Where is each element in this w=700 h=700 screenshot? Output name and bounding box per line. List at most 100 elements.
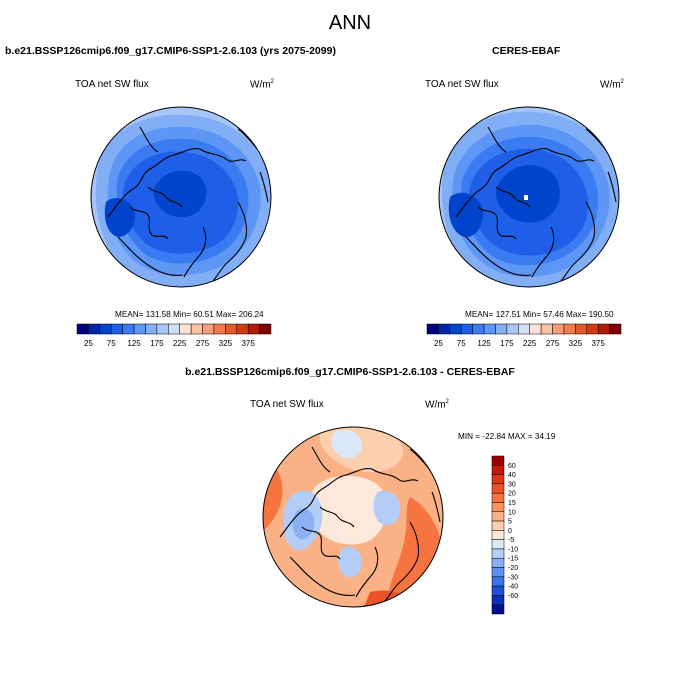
obs-variable-label: TOA net SW flux — [425, 79, 499, 90]
diff-polar-map — [262, 426, 444, 608]
model-colorbar-tick-label: 25 — [84, 339, 93, 348]
model-colorbar-tick-label: 225 — [173, 339, 187, 348]
model-colorbar-swatch — [179, 323, 192, 335]
obs-colorbar-tick-label: 25 — [434, 339, 443, 348]
diff-colorbar-swatch — [491, 539, 505, 550]
model-colorbar-tick-label: 375 — [241, 339, 255, 348]
model-panel-title: b.e21.BSSP126cmip6.f09_g17.CMIP6-SSP1-2.… — [5, 45, 336, 57]
obs-colorbar-tick-label: 75 — [457, 339, 466, 348]
model-colorbar-swatch — [145, 323, 158, 335]
diff-colorbar-swatch — [491, 604, 505, 615]
diff-colorbar-tick-label: 20 — [508, 491, 516, 498]
model-field-level-7 — [104, 197, 136, 237]
model-colorbar-swatch — [133, 323, 146, 335]
diff-colorbar-tick-label: 5 — [508, 519, 512, 526]
model-colorbar-ticks: 25 75 125 175 225 275 325 375 — [84, 339, 255, 348]
obs-polar-map — [438, 106, 620, 288]
model-colorbar-tick-label: 75 — [107, 339, 116, 348]
obs-colorbar-swatch — [529, 323, 542, 335]
diff-colorbar-ticks: 60 40 30 20 15 10 5 0 -5 -10 -15 -20 -30 -40 -60 — [508, 463, 518, 600]
model-colorbar-swatch — [168, 323, 180, 335]
diff-colorbar-swatch — [491, 557, 505, 568]
diff-colorbar-tick-label: 0 — [508, 528, 512, 535]
diff-colorbar-tick-label: 15 — [508, 500, 516, 507]
obs-units-label: W/m2 — [600, 79, 624, 91]
obs-colorbar-tick-label: 325 — [569, 339, 583, 348]
obs-colorbar-swatch — [472, 323, 485, 335]
obs-colorbar-swatch — [438, 323, 451, 335]
obs-colorbar-swatch — [506, 323, 519, 335]
obs-colorbar: 25 75 125 175 225 275 325 375 — [426, 323, 622, 348]
model-colorbar-swatches — [76, 323, 272, 335]
diff-colorbar-swatch — [491, 465, 505, 475]
obs-colorbar-swatch — [518, 323, 530, 335]
model-colorbar-swatch — [88, 323, 101, 335]
diff-colorbar-swatch — [491, 492, 505, 503]
diff-field-cool-atlantic — [373, 490, 401, 526]
diff-colorbar-tick-label: -20 — [508, 565, 518, 572]
obs-panel-title: CERES-EBAF — [492, 45, 561, 57]
model-colorbar-swatch — [190, 323, 203, 335]
obs-colorbar-ticks: 25 75 125 175 225 275 325 375 — [434, 339, 605, 348]
diff-colorbar-swatch — [491, 530, 505, 540]
model-colorbar-swatch — [110, 323, 123, 335]
diff-colorbar-swatch — [491, 567, 505, 578]
model-field-level-6 — [153, 170, 207, 218]
model-colorbar-swatch — [156, 323, 169, 335]
diff-colorbar-tick-label: -60 — [508, 593, 518, 600]
diff-variable-label: TOA net SW flux — [250, 399, 324, 410]
diff-colorbar-tick-label: -30 — [508, 574, 518, 581]
obs-stats: MEAN= 127.51 Min= 57.46 Max= 190.50 — [465, 310, 614, 319]
diff-colorbar-swatch — [491, 585, 505, 596]
model-colorbar-swatch — [225, 323, 238, 335]
model-colorbar-swatch — [213, 323, 226, 335]
obs-colorbar-tick-label: 175 — [500, 339, 514, 348]
diff-colorbar-swatch — [491, 474, 505, 485]
diff-field-cool-pacific — [331, 429, 363, 459]
diff-colorbar: 60 40 30 20 15 10 5 0 -5 -10 -15 -20 -30 -40 -60 — [491, 455, 518, 615]
obs-colorbar-swatch — [609, 323, 622, 335]
model-polar-map — [90, 106, 272, 288]
obs-colorbar-tick-label: 275 — [546, 339, 560, 348]
obs-colorbar-tick-label: 125 — [477, 339, 491, 348]
obs-colorbar-swatch — [575, 323, 588, 335]
model-colorbar: 25 75 125 175 225 275 325 375 — [76, 323, 272, 348]
model-colorbar-tick-label: 275 — [196, 339, 210, 348]
obs-colorbar-swatch — [552, 323, 565, 335]
model-colorbar-swatch — [99, 323, 112, 335]
diff-colorbar-tick-label: 40 — [508, 472, 516, 479]
obs-field-level-7 — [448, 192, 483, 238]
model-colorbar-tick-label: 325 — [219, 339, 233, 348]
diff-colorbar-swatches — [491, 455, 505, 615]
diff-units-label: W/m2 — [425, 399, 449, 411]
diff-colorbar-swatch — [491, 483, 505, 494]
diff-colorbar-swatch — [491, 520, 505, 531]
diff-colorbar-swatch — [491, 455, 505, 466]
diff-colorbar-tick-label: -40 — [508, 584, 518, 591]
model-colorbar-swatch — [76, 323, 89, 335]
model-colorbar-swatch — [202, 323, 215, 335]
model-colorbar-swatch — [236, 323, 249, 335]
model-colorbar-swatch — [247, 323, 260, 335]
obs-field-level-6 — [496, 165, 560, 223]
diff-colorbar-tick-label: -10 — [508, 546, 518, 553]
model-colorbar-tick-label: 175 — [150, 339, 164, 348]
diff-colorbar-tick-label: -5 — [508, 537, 514, 544]
diff-field-neutral-center — [309, 475, 387, 545]
diff-colorbar-tick-label: 10 — [508, 509, 516, 516]
obs-colorbar-tick-label: 375 — [591, 339, 605, 348]
diff-panel-title: b.e21.BSSP126cmip6.f09_g17.CMIP6-SSP1-2.… — [185, 366, 515, 378]
model-colorbar-swatch — [259, 323, 272, 335]
obs-colorbar-swatches — [426, 323, 622, 335]
diff-colorbar-tick-label: 30 — [508, 481, 516, 488]
diff-colorbar-swatch — [491, 548, 505, 559]
obs-colorbar-swatch — [597, 323, 610, 335]
diff-colorbar-tick-label: 60 — [508, 463, 516, 470]
diff-field-cool-core — [292, 508, 315, 540]
obs-colorbar-swatch — [483, 323, 496, 335]
diff-colorbar-swatch — [491, 502, 505, 513]
diff-colorbar-swatch — [491, 576, 505, 587]
model-colorbar-swatch — [122, 323, 135, 335]
obs-colorbar-swatch — [460, 323, 473, 335]
obs-colorbar-tick-label: 225 — [523, 339, 537, 348]
